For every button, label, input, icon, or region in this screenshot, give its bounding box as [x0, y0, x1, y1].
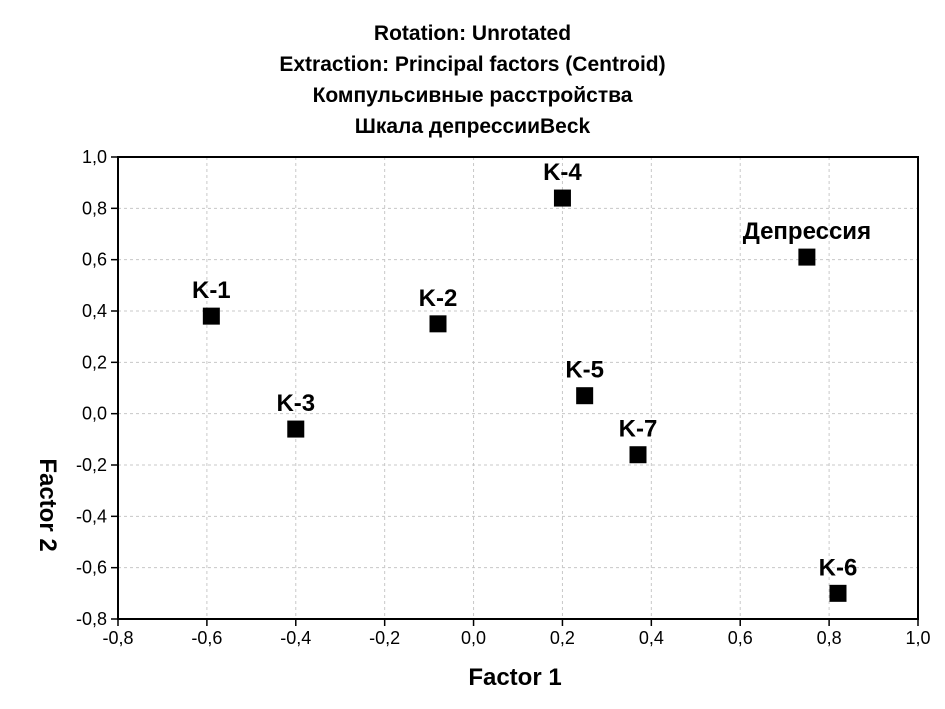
point-label: Депрессия	[743, 218, 871, 245]
data-point	[629, 446, 647, 464]
y-tick-label: -0,4	[76, 506, 107, 526]
x-tick-label: -0,4	[280, 628, 311, 648]
point-label: K-6	[819, 554, 858, 581]
data-point	[576, 387, 594, 405]
y-tick-label: 0,8	[82, 198, 107, 218]
chart-title: Rotation: Unrotated Extraction: Principa…	[0, 18, 945, 142]
x-tick-label: -0,2	[369, 628, 400, 648]
y-tick-label: 0,0	[82, 404, 107, 424]
data-point	[202, 307, 220, 325]
point-label: K-2	[419, 285, 458, 312]
title-line-1: Rotation: Unrotated	[373, 22, 572, 45]
x-axis-label: Factor 1	[468, 664, 562, 691]
y-tick-label: 0,2	[82, 352, 107, 372]
x-tick-label: 1,0	[905, 628, 930, 648]
y-tick-label: -0,2	[76, 455, 107, 475]
y-axis-label: Factor 2	[34, 458, 61, 552]
x-tick-label: 0,8	[817, 628, 842, 648]
title-line-3: Компульсивные расстройства	[312, 84, 633, 107]
x-tick-label: 0,4	[639, 628, 664, 648]
x-tick-label: 0,6	[728, 628, 753, 648]
y-tick-label: 1,0	[82, 147, 107, 167]
x-tick-label: 0,2	[550, 628, 575, 648]
y-tick-label: 0,6	[82, 250, 107, 270]
x-tick-label: -0,6	[191, 628, 222, 648]
title-line-2: Extraction: Principal factors (Centroid)	[279, 53, 666, 76]
point-label: K-3	[276, 390, 315, 417]
point-label: K-7	[619, 416, 658, 443]
plot-frame	[117, 156, 919, 620]
x-tick-label: 0,0	[461, 628, 486, 648]
data-point	[829, 584, 847, 602]
y-tick-label: -0,8	[76, 609, 107, 629]
data-point	[429, 315, 447, 333]
point-label: K-5	[565, 357, 604, 384]
point-label: K-4	[543, 159, 582, 186]
data-point	[798, 248, 816, 266]
title-line-4: Шкала депрессииBeck	[354, 115, 591, 138]
y-tick-label: -0,6	[76, 558, 107, 578]
point-label: K-1	[192, 277, 231, 304]
y-tick-label: 0,4	[82, 301, 107, 321]
data-point	[553, 189, 571, 207]
data-point	[287, 420, 305, 438]
x-tick-label: -0,8	[102, 628, 133, 648]
